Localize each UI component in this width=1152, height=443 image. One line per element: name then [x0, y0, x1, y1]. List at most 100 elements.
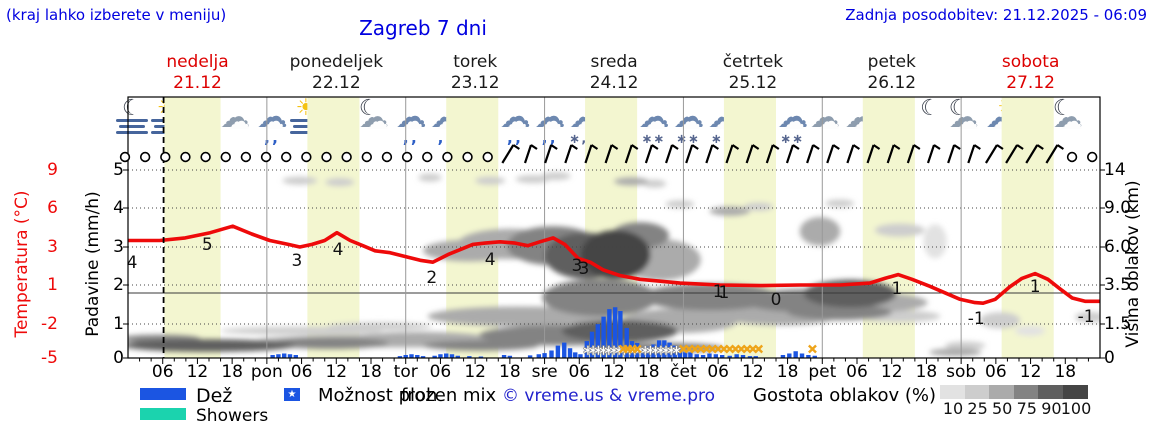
density-tick-label: 10 [942, 399, 964, 418]
temperature-value-label: 3 [572, 256, 583, 276]
cloud-blob [799, 217, 841, 246]
moon-cloud-icon: ☾ ☁ ☁ [1052, 96, 1083, 135]
day-name: sobota [1001, 52, 1060, 72]
wind-barb-flag [570, 144, 578, 150]
precip-bar [618, 311, 623, 358]
shower-chance-star: ∗ [649, 341, 662, 359]
wind-barb-flag [852, 144, 861, 150]
x-axis-label: 18 [1054, 362, 1076, 382]
precip-bar [713, 354, 719, 358]
cloud-blob [744, 202, 774, 211]
wind-calm-icon [321, 151, 332, 163]
frozen-mix-x [808, 344, 817, 354]
cloud-blob [709, 206, 750, 216]
precip-bar [584, 341, 590, 358]
precip-bar [455, 355, 460, 358]
precip-bar [287, 354, 293, 358]
x-axis-label: tor [394, 362, 418, 382]
x-axis-label: 12 [1020, 362, 1042, 382]
temperature-value-label: 1 [1030, 277, 1041, 297]
cloud-blob [1014, 325, 1046, 336]
precip-bar [806, 354, 811, 358]
precip-bar [595, 324, 600, 358]
wind-barb-flag [933, 144, 941, 150]
wind-barb-flag [913, 144, 921, 150]
precip-bar [747, 356, 753, 358]
cloud-blob [979, 312, 1021, 329]
density-gradient-segment [940, 385, 965, 399]
rain-legend-label: Dež [196, 385, 233, 407]
copyright-link[interactable]: © vreme.us & vreme.pro [502, 386, 716, 406]
day-name: torek [453, 52, 498, 72]
x-axis-label: 06 [568, 362, 590, 382]
wind-barb-flag [731, 144, 740, 150]
x-axis-label: pon [251, 362, 283, 382]
precip-bar [562, 342, 567, 358]
wind-barb-flag [792, 144, 800, 150]
wind-barb-flag [512, 144, 520, 150]
precip-bar [573, 352, 578, 358]
temperature-value-label: -1 [968, 309, 985, 329]
frozen-mix-x [632, 344, 642, 354]
wind-calm-icon [281, 151, 292, 163]
frozen-mix-x [754, 344, 764, 354]
day-name: sreda [590, 52, 638, 72]
axis-ticks [123, 169, 1105, 364]
precip-bar [682, 352, 688, 358]
precip-bar [449, 354, 455, 358]
x-axis-label: čet [670, 362, 697, 382]
wind-barb-icon [967, 144, 976, 164]
temperature-line [128, 224, 1100, 306]
wind-barb-flag [590, 144, 599, 150]
wind-calm-icon [220, 151, 231, 163]
precip-bar [589, 331, 595, 358]
shower-chance-star: ∗ [665, 341, 678, 359]
wind-barb-flag [631, 144, 639, 150]
wind-barb-icon [985, 144, 998, 164]
wind-calm-icon [119, 151, 131, 163]
wind-calm-icon [160, 151, 171, 163]
wind-barb-icon [705, 144, 714, 164]
day-header: petek 26.12 [822, 52, 962, 94]
wind-barb-flag [651, 144, 659, 150]
wind-barb-flag [812, 144, 820, 150]
day-header: ponedeljek 22.12 [266, 52, 406, 94]
precip-bar [640, 348, 646, 358]
density-gradient-segment [1038, 385, 1064, 399]
precip-bar [607, 309, 612, 358]
wind-barb-icon [947, 144, 956, 164]
precip-bar [656, 340, 662, 358]
wind-barb-flag [610, 144, 619, 150]
wind-calm-icon [260, 151, 272, 163]
wind-barb-icon [1005, 144, 1019, 164]
temperature-value-label: 5 [202, 235, 213, 255]
precip-bar [578, 354, 583, 358]
axis-tick-label: 0 [1104, 348, 1115, 368]
shower-chance-star: ∗ [603, 341, 616, 359]
precip-bar [812, 355, 817, 358]
cloud-blob [325, 178, 355, 187]
axis-tick-label: 3 [113, 237, 124, 257]
wind-barb-flag [893, 144, 901, 150]
wind-barb-flag [691, 144, 699, 150]
cloud-density-legend-label: Gostota oblakov (%) [753, 385, 937, 406]
precip-bar [672, 345, 677, 358]
wind-barb-flag [996, 144, 1004, 150]
wind-barb-icon [826, 144, 835, 164]
temperature-value-label: -1 [1078, 307, 1095, 327]
shower-chance-star: ∗ [597, 341, 610, 359]
wind-barb-icon [1025, 144, 1039, 164]
moon-fog-icon: ☾ [115, 98, 151, 144]
wind-calm-icon [180, 151, 191, 163]
shower-chance-star: ∗ [670, 341, 683, 359]
density-gradient-segment [989, 385, 1015, 399]
wind-calm-icon [240, 151, 252, 163]
wind-barb-icon [523, 144, 533, 164]
precip-bar [282, 353, 287, 358]
wind-barb-flag [711, 144, 719, 150]
wind-barb-flag [953, 144, 961, 150]
daylight-band [307, 97, 360, 358]
gridlines [128, 97, 1100, 358]
shower-chance-star: ∗ [587, 341, 600, 359]
